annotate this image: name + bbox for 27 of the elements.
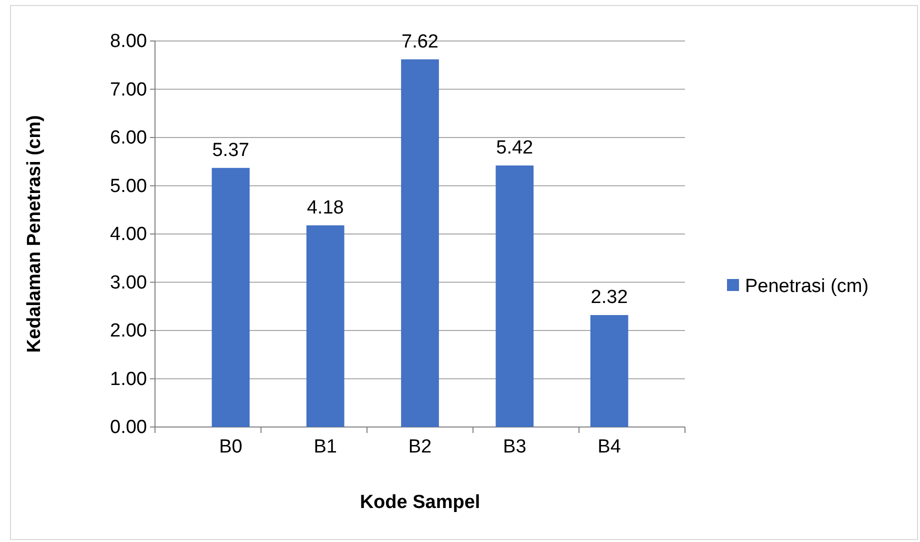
data-label: 7.62 xyxy=(402,31,438,52)
x-axis-title: Kode Sampel xyxy=(360,492,480,513)
y-tick-label: 0.00 xyxy=(110,417,147,438)
x-tick-label: B3 xyxy=(503,436,526,458)
y-tick-label: 8.00 xyxy=(110,31,147,52)
data-label: 5.37 xyxy=(212,140,250,161)
y-tick-label: 3.00 xyxy=(110,272,147,294)
x-tick-label: B4 xyxy=(598,436,622,458)
bar xyxy=(496,165,534,427)
x-tick-label: B0 xyxy=(219,436,242,458)
bar xyxy=(212,168,250,427)
x-tick-label: B1 xyxy=(314,436,337,458)
y-axis-title: Kedalaman Penetrasi (cm) xyxy=(24,115,45,353)
bar xyxy=(401,59,439,427)
y-tick-label: 4.00 xyxy=(110,224,147,246)
bar xyxy=(590,315,628,427)
data-label: 2.32 xyxy=(590,287,628,308)
x-tick-label: B2 xyxy=(408,436,432,458)
y-tick-label: 6.00 xyxy=(110,128,147,149)
y-tick-label: 5.00 xyxy=(110,176,147,197)
legend-label: Penetrasi (cm) xyxy=(745,276,869,297)
y-tick-label: 2.00 xyxy=(110,320,147,342)
data-label: 5.42 xyxy=(496,137,534,158)
y-tick-label: 7.00 xyxy=(110,79,147,100)
bar xyxy=(306,225,344,427)
y-tick-label: 1.00 xyxy=(110,368,147,390)
data-label: 4.18 xyxy=(306,197,344,218)
